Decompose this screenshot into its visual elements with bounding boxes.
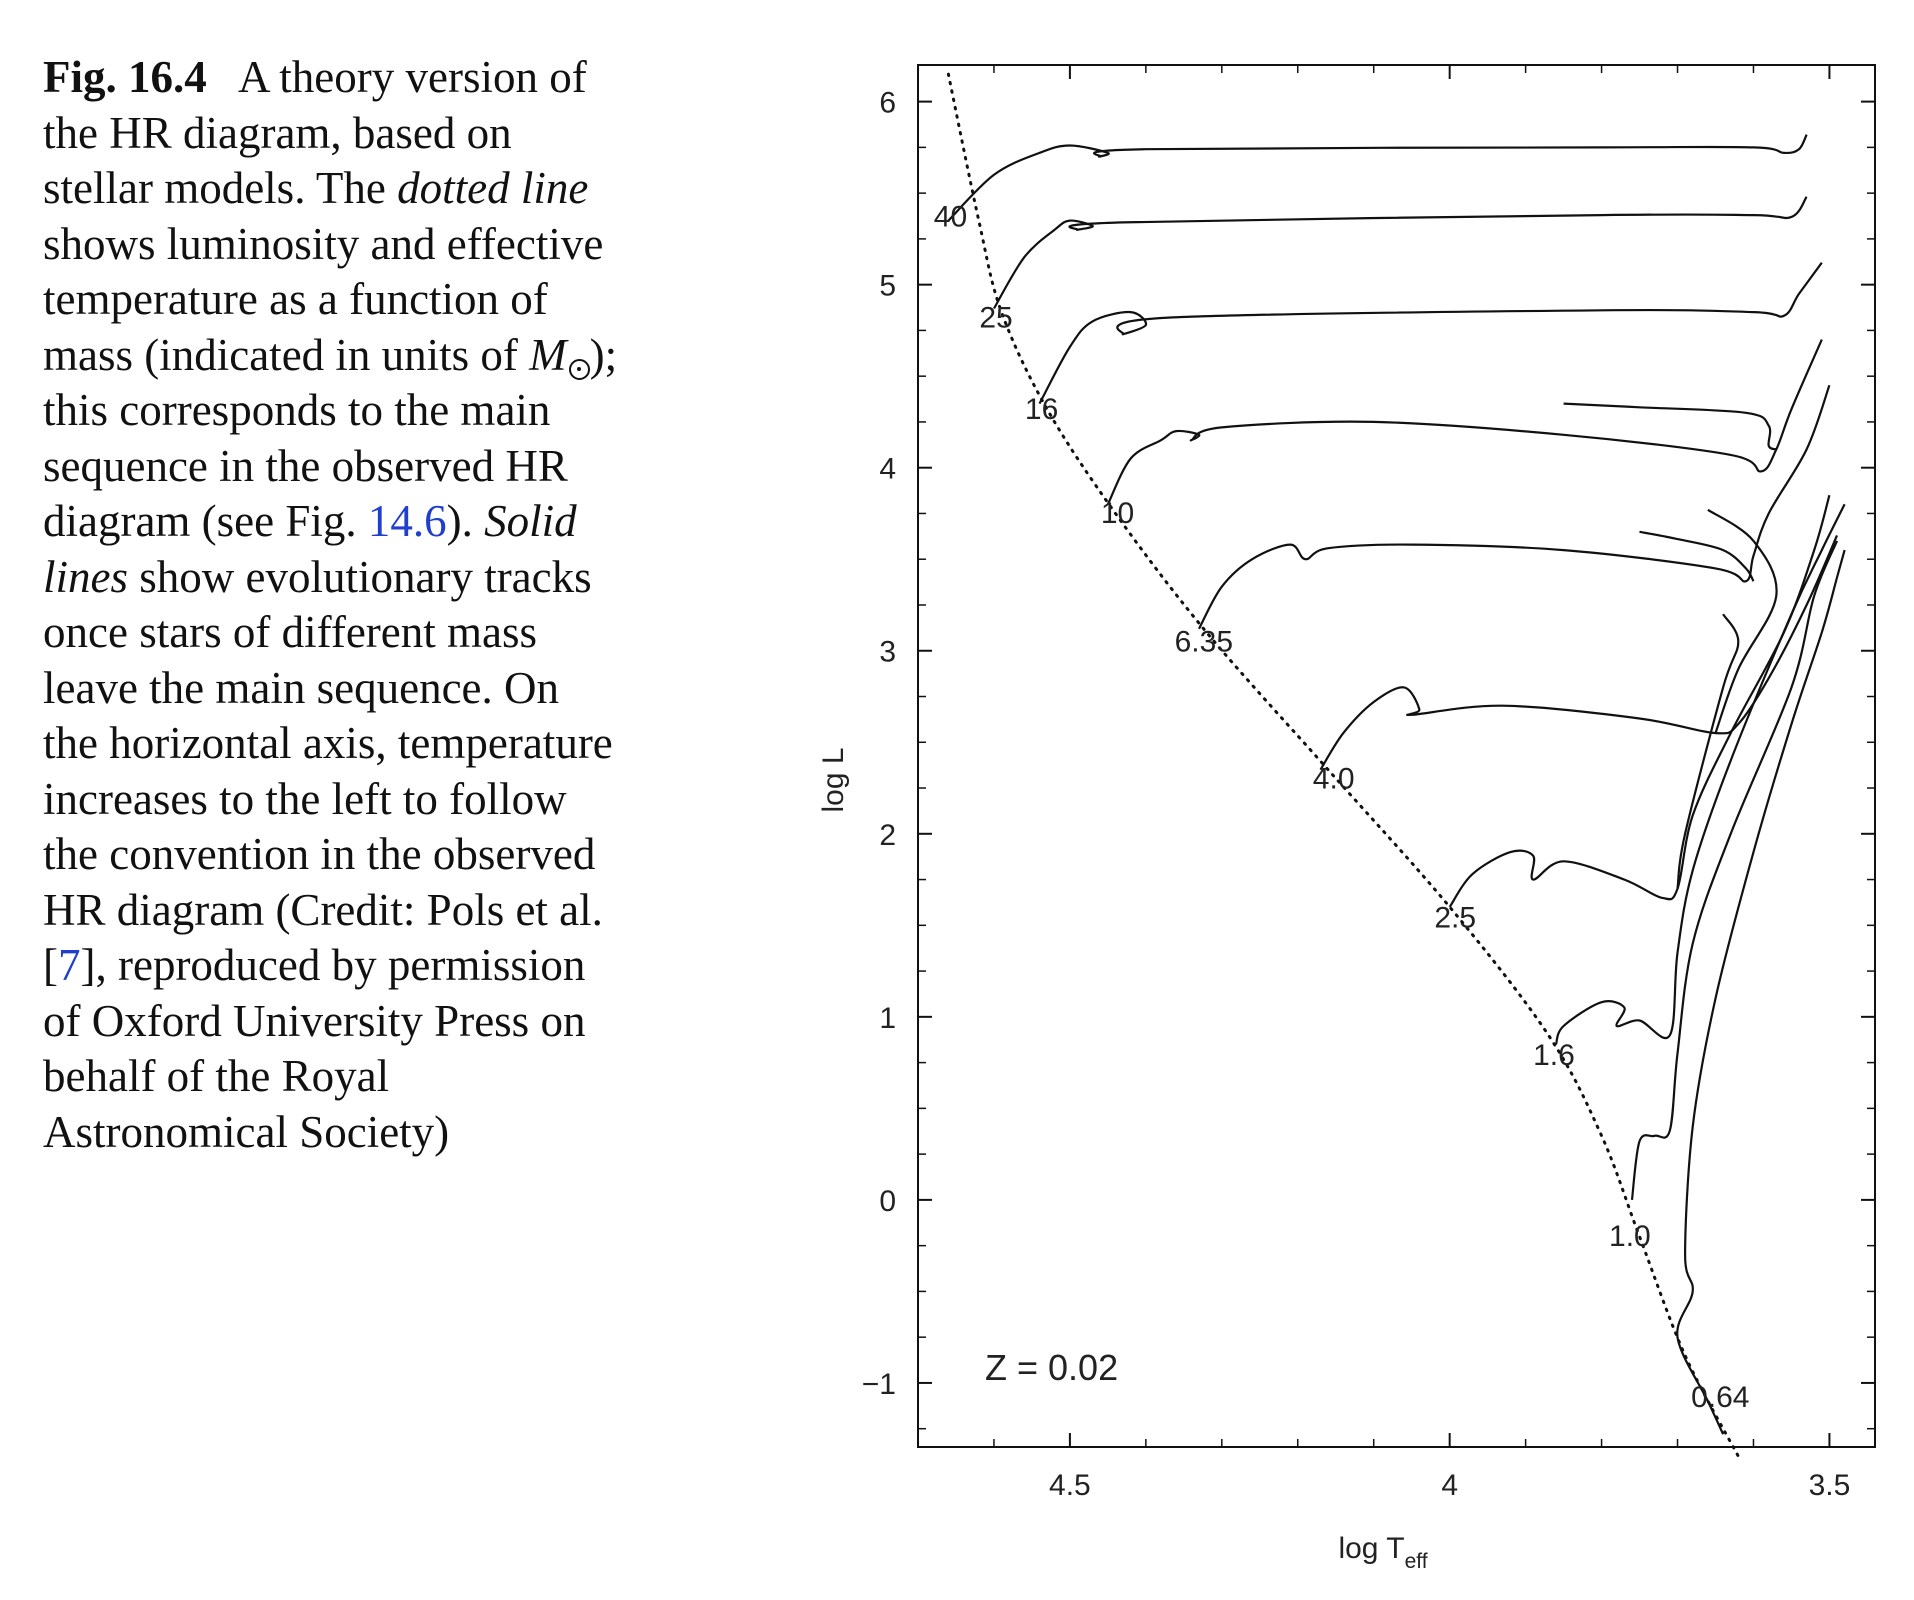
evolutionary-track-0_64 [1676, 549, 1846, 1435]
caption-text-2: shows luminosity and effective temperatu… [43, 218, 604, 380]
caption-text-3: ); this corresponds to the main sequence… [43, 329, 618, 547]
evolutionary-track-10b [1563, 402, 1777, 451]
figure-caption: Fig. 16.4 A theory version of the HR dia… [43, 50, 623, 1160]
y-axis-label: log L [817, 747, 850, 812]
mass-label-1_6: 1.6 [1533, 1039, 1575, 1072]
y-tick-label: −1 [862, 1368, 896, 1401]
annotation-metallicity: Z = 0.02 [985, 1347, 1118, 1388]
y-tick-label: 1 [879, 1002, 896, 1035]
mass-label-25: 25 [979, 301, 1012, 334]
y-tick-label: 4 [879, 453, 896, 486]
x-tick-label: 3.5 [1809, 1469, 1851, 1502]
mass-label-10: 10 [1101, 497, 1134, 530]
plot-frame [917, 64, 1876, 1448]
mass-label-6_35: 6.35 [1175, 625, 1233, 658]
msun-symbol: M [529, 329, 567, 380]
mass-label-1_0: 1.0 [1609, 1220, 1651, 1253]
mass-label-4_0: 4.0 [1313, 763, 1355, 796]
y-tick-label: 5 [879, 270, 896, 303]
caption-em-solid-lines: Solid lines [43, 496, 577, 602]
citation-link[interactable]: 7 [58, 940, 81, 990]
x-axis-label: log Teff [1338, 1532, 1427, 1573]
evolutionary-track-10 [1106, 339, 1823, 505]
mass-label-16: 16 [1025, 393, 1058, 426]
caption-text-6: ], reproduced by permission of Oxford Un… [43, 940, 586, 1157]
caption-em-dotted-line: dotted line [397, 163, 589, 213]
evolutionary-track-25 [993, 196, 1808, 310]
evolutionary-track-16 [1038, 262, 1823, 405]
evolutionary-track-1_0 [1630, 540, 1839, 1201]
evolutionary-track-4_0 [1319, 534, 1839, 771]
figure-label: Fig. 16.4 [43, 52, 207, 102]
evolutionary-track-40 [947, 134, 1808, 222]
x-axis-label-main: log T [1338, 1532, 1404, 1565]
y-tick-label: 6 [879, 87, 896, 120]
y-tick-label: 3 [879, 636, 896, 669]
evolutionary-track-2_5b [1676, 613, 1740, 889]
x-axis-label-sub: eff [1405, 1550, 1428, 1573]
evolutionary-track-4_0b [1707, 508, 1778, 734]
y-tick-label: 2 [879, 819, 896, 852]
x-tick-label: 4.5 [1049, 1469, 1091, 1502]
evolutionary-track-1_6 [1554, 503, 1846, 1045]
x-tick-label: 4 [1441, 1469, 1458, 1502]
sun-symbol-icon [568, 358, 590, 380]
y-tick-label: 0 [879, 1185, 896, 1218]
caption-text-5: show evolutionary tracks once stars of d… [43, 551, 613, 991]
caption-text-1: A theory version of the HR diagram, base… [43, 52, 587, 213]
caption-text-4: ). [446, 496, 473, 546]
mass-label-0_64: 0.64 [1691, 1381, 1749, 1414]
zams-dotted-line [946, 72, 1740, 1458]
mass-label-2_5: 2.5 [1434, 902, 1476, 935]
evolutionary-track-6_35b [1639, 530, 1755, 582]
figure-reference-link[interactable]: 14.6 [367, 496, 447, 546]
mass-label-40: 40 [934, 201, 967, 234]
evolutionary-track-6_35 [1198, 384, 1831, 630]
